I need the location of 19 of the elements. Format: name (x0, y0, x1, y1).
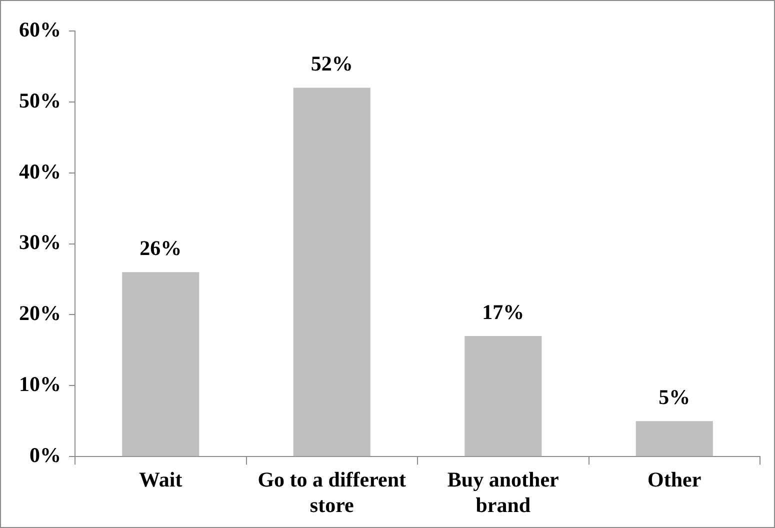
x-tick-label: Wait (139, 468, 182, 492)
bar (293, 88, 370, 456)
bar (636, 421, 713, 456)
data-label: 5% (658, 385, 690, 410)
x-tick-label: Buy another brand (447, 468, 559, 517)
y-tick-label: 50% (19, 88, 61, 112)
data-label: 52% (310, 52, 353, 76)
y-tick-label: 40% (19, 159, 61, 184)
data-label: 26% (140, 236, 182, 260)
x-tick-label: Go to a different store (258, 468, 406, 517)
y-tick-label: 60% (19, 17, 61, 42)
bar (464, 336, 542, 456)
y-tick-label: 20% (19, 301, 61, 326)
data-label: 17% (482, 300, 524, 324)
y-tick-label: 10% (19, 372, 61, 396)
bar (122, 272, 200, 456)
x-tick-label: Other (648, 468, 702, 492)
y-tick-label: 30% (19, 230, 61, 254)
y-tick-label: 0% (30, 443, 61, 468)
